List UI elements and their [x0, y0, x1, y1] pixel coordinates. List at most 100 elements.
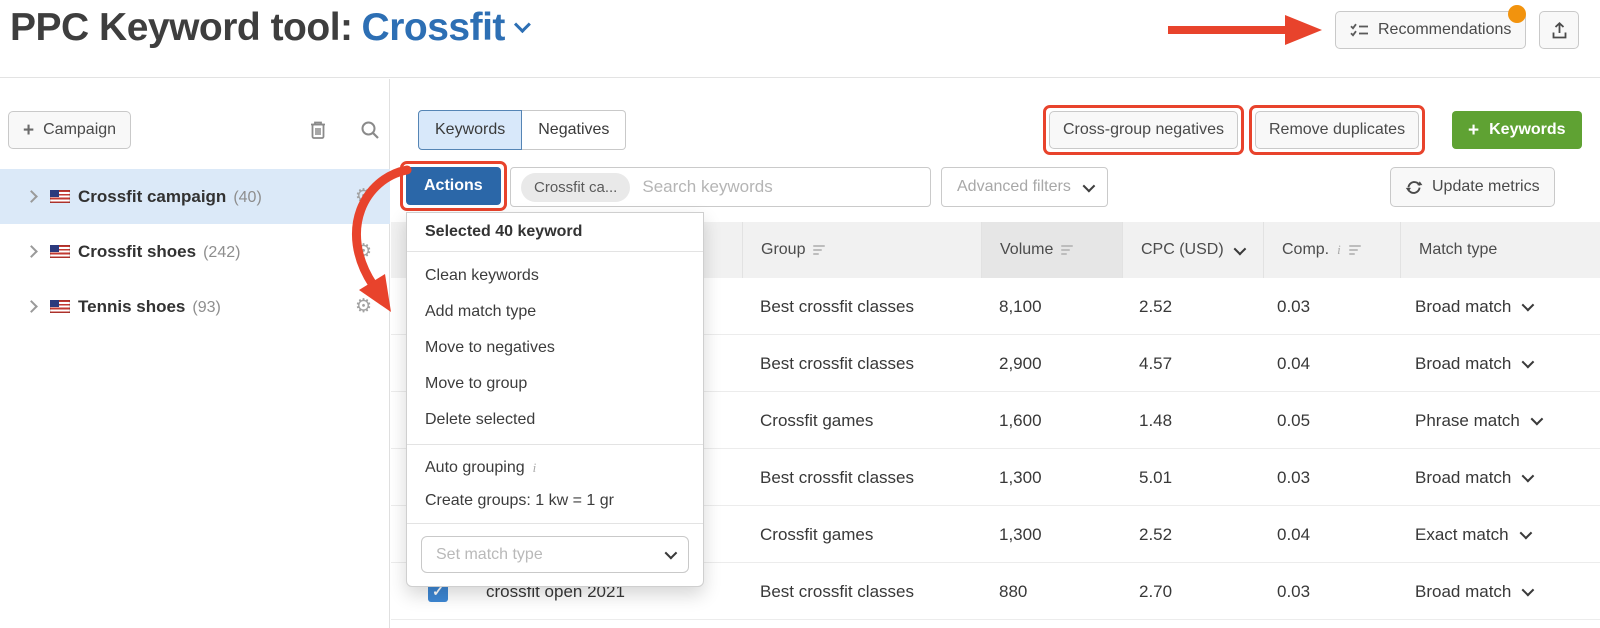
gear-icon[interactable]: ⚙ — [354, 295, 372, 317]
match-type-dropdown[interactable]: Broad match — [1415, 563, 1535, 620]
tab-negatives[interactable]: Negatives — [522, 110, 627, 150]
cpc-cell: 5.01 — [1139, 467, 1173, 487]
match-type-value: Broad match — [1415, 296, 1512, 316]
page-title: PPC Keyword tool: Crossfit — [10, 6, 531, 50]
chevron-down-icon — [1530, 412, 1544, 426]
volume-cell: 8,100 — [999, 296, 1042, 316]
match-type-value: Broad match — [1415, 581, 1512, 601]
cpc-cell: 2.70 — [1139, 581, 1173, 601]
match-type-value: Broad match — [1415, 467, 1512, 487]
plus-icon: + — [23, 119, 35, 141]
trash-icon — [311, 121, 325, 139]
match-type-dropdown[interactable]: Broad match — [1415, 449, 1535, 506]
tab-keywords[interactable]: Keywords — [418, 110, 523, 150]
competition-cell: 0.05 — [1277, 410, 1311, 430]
menu-divider — [407, 444, 703, 445]
menu-item-clean-keywords[interactable]: Clean keywords — [425, 267, 539, 284]
match-type-value: Exact match — [1415, 524, 1509, 544]
campaign-list: Crossfit campaign (40) ⚙ Crossfit shoes (2… — [0, 169, 390, 334]
menu-item-add-match-type[interactable]: Add match type — [425, 303, 537, 320]
actions-dropdown-menu: Selected 40 keyword Clean keywords Add m… — [406, 212, 704, 587]
chevron-down-icon — [1521, 583, 1535, 597]
column-header-label: Volume — [1000, 241, 1054, 258]
menu-item-create-groups[interactable]: Create groups: 1 kw = 1 gr — [425, 491, 614, 509]
recommendations-label: Recommendations — [1378, 21, 1512, 38]
menu-item-delete-selected[interactable]: Delete selected — [425, 411, 536, 428]
campaign-name: Tennis shoes — [78, 296, 186, 316]
campaign-row-tennis-shoes[interactable]: Tennis shoes (93) ⚙ — [0, 279, 390, 334]
menu-item-auto-grouping[interactable]: Auto grouping i — [407, 451, 703, 484]
campaign-row-crossfit-shoes[interactable]: Crossfit shoes (242) ⚙ — [0, 224, 390, 279]
export-icon — [1552, 21, 1566, 38]
column-header-label: CPC (USD) — [1141, 241, 1224, 258]
competition-cell: 0.03 — [1277, 296, 1311, 316]
sort-icon — [1061, 245, 1074, 255]
search-keywords-input[interactable] — [642, 177, 920, 197]
menu-item-move-to-group[interactable]: Move to group — [425, 375, 528, 392]
project-name[interactable]: Crossfit — [361, 6, 506, 49]
column-header-group[interactable]: Group — [742, 222, 981, 278]
volume-cell: 1,300 — [999, 467, 1042, 487]
sort-icon — [1348, 245, 1361, 255]
search-campaigns-button[interactable] — [355, 115, 385, 145]
column-header-label: Group — [761, 241, 806, 258]
auto-grouping-label: Auto grouping — [425, 458, 525, 476]
match-type-value: Phrase match — [1415, 410, 1520, 430]
add-campaign-label: Campaign — [43, 121, 117, 138]
plus-icon: + — [1468, 119, 1480, 141]
page-title-text: PPC Keyword tool: — [10, 6, 353, 49]
campaign-keyword-count: (93) — [192, 298, 221, 316]
cpc-cell: 2.52 — [1139, 524, 1173, 544]
export-button[interactable] — [1539, 11, 1579, 49]
keyword-tabs: Keywords Negatives — [418, 110, 627, 150]
campaign-name: Crossfit campaign — [78, 186, 227, 206]
update-metrics-button[interactable]: Update metrics — [1390, 167, 1555, 207]
update-metrics-label: Update metrics — [1432, 178, 1540, 195]
column-header-match-type: Match type — [1400, 222, 1600, 278]
campaign-keyword-count: (242) — [203, 243, 241, 261]
annotation-arrow-right — [1168, 15, 1322, 45]
campaign-filter-chip[interactable]: Crossfit ca... — [521, 172, 631, 202]
sort-icon — [813, 245, 826, 255]
chevron-down-icon — [664, 546, 678, 560]
group-cell: Crossfit games — [760, 524, 874, 544]
menu-divider — [407, 523, 703, 524]
remove-duplicates-button[interactable]: Remove duplicates — [1255, 111, 1420, 149]
group-cell: Best crossfit classes — [760, 296, 914, 316]
column-header-cpc[interactable]: CPC (USD) — [1122, 222, 1263, 278]
actions-button[interactable]: Actions — [406, 167, 501, 205]
column-header-volume[interactable]: Volume — [981, 222, 1122, 278]
campaigns-sidebar: + Campaign Crossfit campaign (40) — [0, 79, 390, 628]
cross-group-negatives-button[interactable]: Cross-group negatives — [1049, 111, 1238, 149]
chevron-right-icon[interactable] — [25, 300, 38, 313]
match-type-dropdown[interactable]: Broad match — [1415, 335, 1535, 392]
delete-campaign-button[interactable] — [303, 115, 333, 145]
info-icon: i — [1337, 242, 1341, 257]
add-campaign-button[interactable]: + Campaign — [8, 111, 132, 149]
campaign-row-crossfit-campaign[interactable]: Crossfit campaign (40) ⚙ — [0, 169, 390, 224]
menu-item-move-to-negatives[interactable]: Move to negatives — [425, 339, 555, 356]
cpc-cell: 1.48 — [1139, 410, 1173, 430]
match-type-dropdown[interactable]: Phrase match — [1415, 392, 1544, 449]
competition-cell: 0.03 — [1277, 581, 1311, 601]
chevron-down-icon[interactable] — [1233, 242, 1246, 255]
chevron-right-icon[interactable] — [25, 190, 38, 203]
refresh-icon — [1405, 180, 1423, 194]
notification-dot — [1508, 5, 1526, 23]
competition-cell: 0.03 — [1277, 467, 1311, 487]
advanced-filters-label: Advanced filters — [957, 178, 1071, 195]
match-type-dropdown[interactable]: Broad match — [1415, 278, 1535, 335]
column-header-label: Match type — [1419, 241, 1498, 258]
keyword-search-box[interactable]: Crossfit ca... — [510, 167, 931, 207]
chevron-right-icon[interactable] — [25, 245, 38, 258]
chevron-down-icon[interactable] — [513, 16, 531, 34]
advanced-filters-button[interactable]: Advanced filters — [941, 167, 1108, 207]
column-header-competition[interactable]: Comp. i — [1263, 222, 1400, 278]
menu-divider — [407, 251, 703, 252]
campaign-keyword-count: (40) — [233, 188, 262, 206]
cpc-cell: 4.57 — [1139, 353, 1173, 373]
add-keywords-button[interactable]: + Keywords — [1452, 111, 1582, 149]
set-match-type-select[interactable]: Set match type — [421, 536, 689, 573]
recommendations-button[interactable]: Recommendations — [1335, 11, 1527, 49]
match-type-dropdown[interactable]: Exact match — [1415, 506, 1532, 563]
